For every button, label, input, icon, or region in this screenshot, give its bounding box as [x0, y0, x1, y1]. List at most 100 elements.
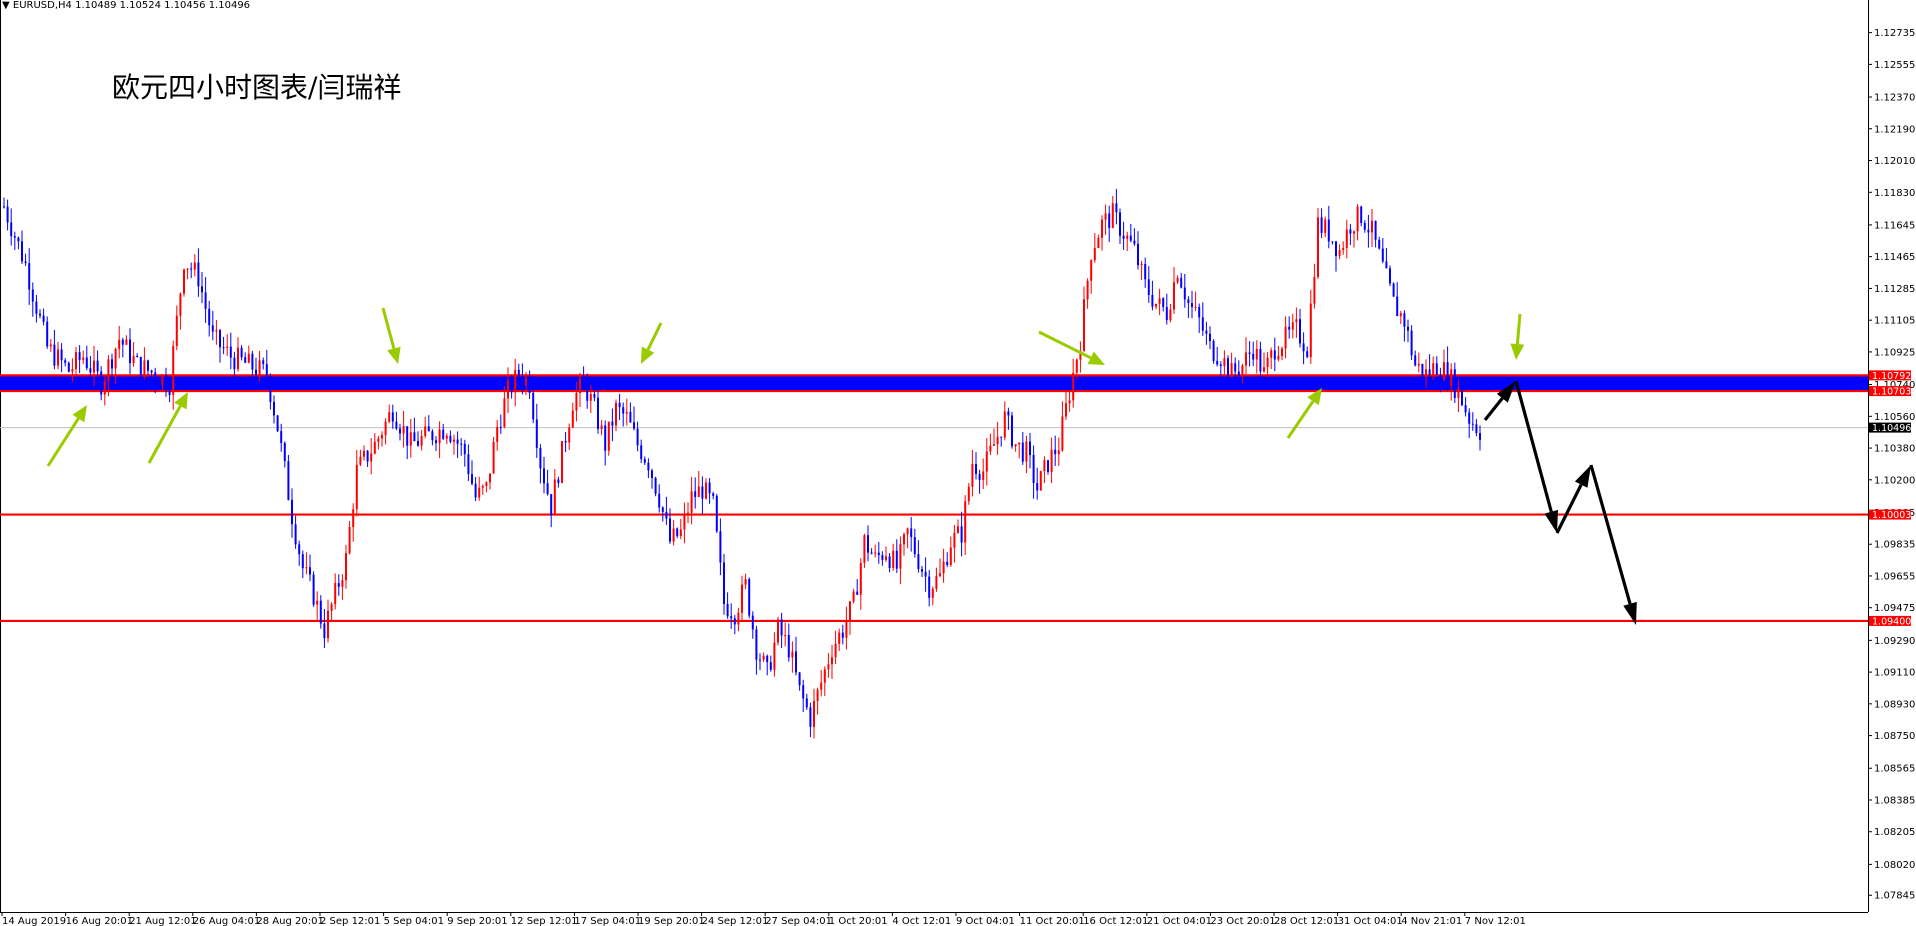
y-tick-label: 1.09655: [1874, 571, 1915, 582]
candle-body: [269, 376, 272, 402]
candle-body: [85, 357, 88, 369]
candle-body: [1338, 250, 1341, 257]
level-price-tag: [1869, 615, 1911, 626]
candle-body: [1342, 247, 1345, 251]
candle-body: [964, 501, 967, 543]
candle-body: [582, 377, 585, 379]
candle-body: [1209, 333, 1211, 341]
candle-body: [460, 443, 463, 445]
candle-body: [197, 262, 200, 287]
candle-body: [1119, 212, 1121, 236]
candle-body: [71, 369, 74, 372]
green-arrow-icon: [1087, 351, 1105, 365]
y-tick-label: 1.10560: [1874, 412, 1915, 423]
candle-body: [161, 375, 164, 386]
candle-body: [489, 473, 491, 483]
candle-body: [917, 554, 920, 570]
candle-body: [561, 441, 563, 483]
candle-body: [121, 339, 124, 345]
candle-body: [305, 567, 308, 569]
candle-body: [849, 601, 851, 622]
candle-body: [424, 426, 427, 437]
candle-body: [629, 411, 632, 423]
candle-body: [856, 591, 859, 595]
green-arrow-shaft: [1515, 313, 1522, 345]
candle-body: [755, 629, 758, 660]
candle-body: [129, 339, 131, 364]
x-tick-label: 27 Sep 04:01: [765, 916, 832, 926]
candle-body: [201, 286, 203, 293]
candle-body: [1047, 460, 1049, 472]
candle-body: [28, 263, 31, 290]
candle-body: [1151, 294, 1154, 307]
candle-body: [834, 643, 837, 658]
y-tick-label: 1.11645: [1874, 220, 1915, 231]
candle-body: [1428, 369, 1431, 375]
candle-body: [1216, 360, 1219, 365]
candle-body: [859, 562, 862, 595]
symbol-caret-icon[interactable]: ▼: [2, 0, 10, 11]
candle-body: [694, 491, 697, 498]
candle-body: [1255, 348, 1258, 360]
x-tick-label: 7 Nov 12:01: [1465, 916, 1526, 926]
x-tick-label: 26 Aug 04:01: [193, 916, 260, 926]
x-tick-label: 19 Sep 20:01: [638, 916, 705, 926]
candle-body: [1410, 330, 1413, 356]
x-tick-label: 16 Aug 20:01: [66, 916, 133, 926]
candle-body: [640, 445, 643, 460]
level-price-label: 1.09400: [1872, 616, 1911, 627]
y-tick-label: 1.08750: [1874, 731, 1915, 742]
y-tick-label: 1.11285: [1874, 284, 1915, 295]
candle-body: [1057, 450, 1060, 455]
candle-body: [942, 561, 945, 574]
candle-body: [1183, 287, 1186, 300]
candle-body: [795, 651, 797, 673]
candle-body: [1461, 387, 1463, 406]
candle-body: [838, 632, 841, 644]
candle-body: [341, 580, 344, 587]
candle-body: [1471, 423, 1474, 425]
candle-body: [273, 401, 275, 416]
x-tick-label: 24 Sep 12:01: [702, 916, 769, 926]
candle-body: [892, 550, 895, 568]
candle-body: [1453, 369, 1456, 399]
candle-body: [870, 552, 873, 554]
candle-body: [827, 664, 830, 670]
candle-body: [154, 372, 157, 381]
candle-body: [237, 347, 239, 370]
x-tick-label: 23 Oct 20:01: [1210, 916, 1275, 926]
candle-body: [996, 436, 999, 445]
candle-body: [568, 427, 571, 443]
x-tick-label: 4 Nov 21:01: [1401, 916, 1462, 926]
candle-body: [417, 441, 419, 446]
green-arrow-icon: [387, 346, 401, 364]
candle-body: [841, 632, 844, 638]
candle-body: [931, 588, 934, 598]
resistance-zone-band: [0, 375, 1868, 392]
candle-body: [780, 619, 783, 636]
candle-body: [881, 555, 884, 560]
candle-body: [1230, 363, 1233, 378]
candle-body: [186, 268, 189, 270]
candle-body: [402, 426, 405, 434]
candle-body: [1173, 282, 1175, 310]
candle-body: [179, 293, 182, 316]
candle-body: [467, 454, 470, 475]
candle-body: [456, 439, 459, 444]
candle-body: [1061, 416, 1064, 451]
y-tick-label: 1.12555: [1874, 60, 1915, 71]
candle-body: [1198, 307, 1201, 318]
y-tick-label: 1.08565: [1874, 764, 1915, 775]
candle-body: [1295, 319, 1298, 323]
candle-body: [251, 353, 254, 370]
candle-body: [1133, 240, 1136, 244]
candle-body: [1259, 348, 1262, 372]
projection-arrow-shaft: [1589, 464, 1632, 605]
level-price-label: 1.10792: [1872, 371, 1911, 382]
candle-body: [557, 479, 560, 483]
candle-body: [589, 394, 592, 401]
candle-body: [139, 356, 142, 378]
candle-body: [1396, 296, 1399, 317]
candle-body: [93, 360, 95, 373]
